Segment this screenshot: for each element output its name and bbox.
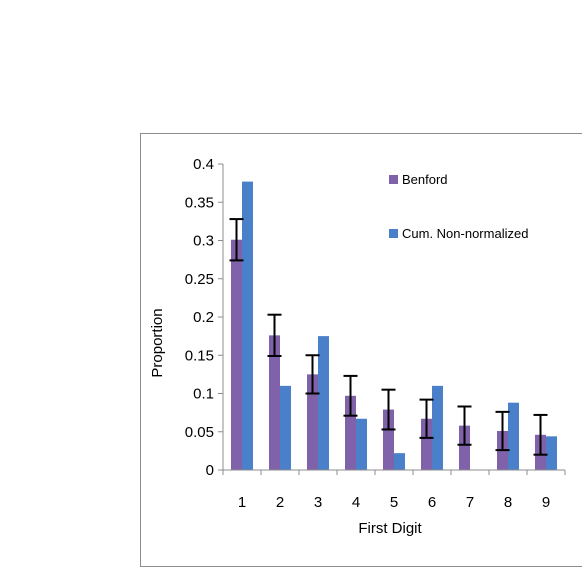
error-bar-8	[495, 410, 510, 452]
y-tick-label: 0.05	[185, 424, 214, 441]
y-axis-title: Proportion	[149, 308, 166, 377]
x-tick-label: 3	[314, 494, 322, 511]
error-bars-layer	[229, 218, 548, 456]
legend-label: Benford	[402, 172, 448, 187]
x-tick-label: 1	[238, 494, 246, 511]
bar-cum-non-normalized-9	[546, 436, 557, 470]
bar-cum-non-normalized-8	[508, 402, 519, 470]
bars-layer	[231, 181, 557, 470]
chart-frame	[140, 133, 582, 567]
bar-cum-non-normalized-5	[394, 453, 405, 470]
bar-benford-5	[383, 409, 394, 470]
x-tick-label: 5	[390, 494, 398, 511]
bar-benford-3	[307, 374, 318, 470]
legend-item-benford: Benford	[389, 172, 448, 187]
y-tick-label: 0.35	[185, 194, 214, 211]
error-bar-2	[267, 313, 282, 358]
x-axis-title: First Digit	[358, 520, 422, 537]
y-tick-label: 0.1	[193, 386, 214, 403]
legend-label: Cum. Non-normalized	[402, 226, 528, 241]
y-tick-label: 0.3	[193, 233, 214, 250]
error-bar-5	[381, 388, 396, 431]
x-tick-label: 8	[504, 494, 512, 511]
x-tick-label: 2	[276, 494, 284, 511]
bar-cum-non-normalized-3	[318, 336, 329, 470]
y-tick-label: 0.2	[193, 309, 214, 326]
bar-cum-non-normalized-1	[242, 181, 253, 470]
legend: Benford Cum. Non-normalized	[389, 172, 528, 241]
x-tick-label: 9	[542, 494, 550, 511]
bar-cum-non-normalized-4	[356, 418, 367, 470]
bar-cum-non-normalized-2	[280, 385, 291, 470]
legend-swatch	[389, 229, 398, 238]
bar-benford-6	[421, 418, 432, 470]
error-bar-7	[457, 405, 472, 446]
bar-benford-2	[269, 335, 280, 470]
y-tick-label: 0.15	[185, 347, 214, 364]
x-tick-label: 6	[428, 494, 436, 511]
y-tick-label: 0.4	[193, 156, 214, 173]
legend-item-cum-non-normalized: Cum. Non-normalized	[389, 226, 528, 241]
error-bar-4	[343, 374, 358, 417]
x-tick-label: 4	[352, 494, 360, 511]
error-bar-3	[305, 354, 320, 395]
bar-benford-4	[345, 395, 356, 470]
y-tick-label: 0	[206, 462, 214, 479]
bar-benford-7	[459, 425, 470, 470]
bar-benford-1	[231, 239, 242, 470]
y-tick-label: 0.25	[185, 271, 214, 288]
legend-swatch	[389, 175, 398, 184]
x-tick-label: 7	[466, 494, 474, 511]
error-bar-1	[229, 218, 244, 262]
error-bar-6	[419, 398, 434, 439]
error-bar-9	[533, 413, 548, 456]
axes-layer: 0 0.05 0.1 0.15 0.2 0.25 0.3 0.35 0.4 1 2 3 4 5 6 7 8 9	[185, 156, 566, 511]
bar-cum-non-normalized-6	[432, 385, 443, 470]
